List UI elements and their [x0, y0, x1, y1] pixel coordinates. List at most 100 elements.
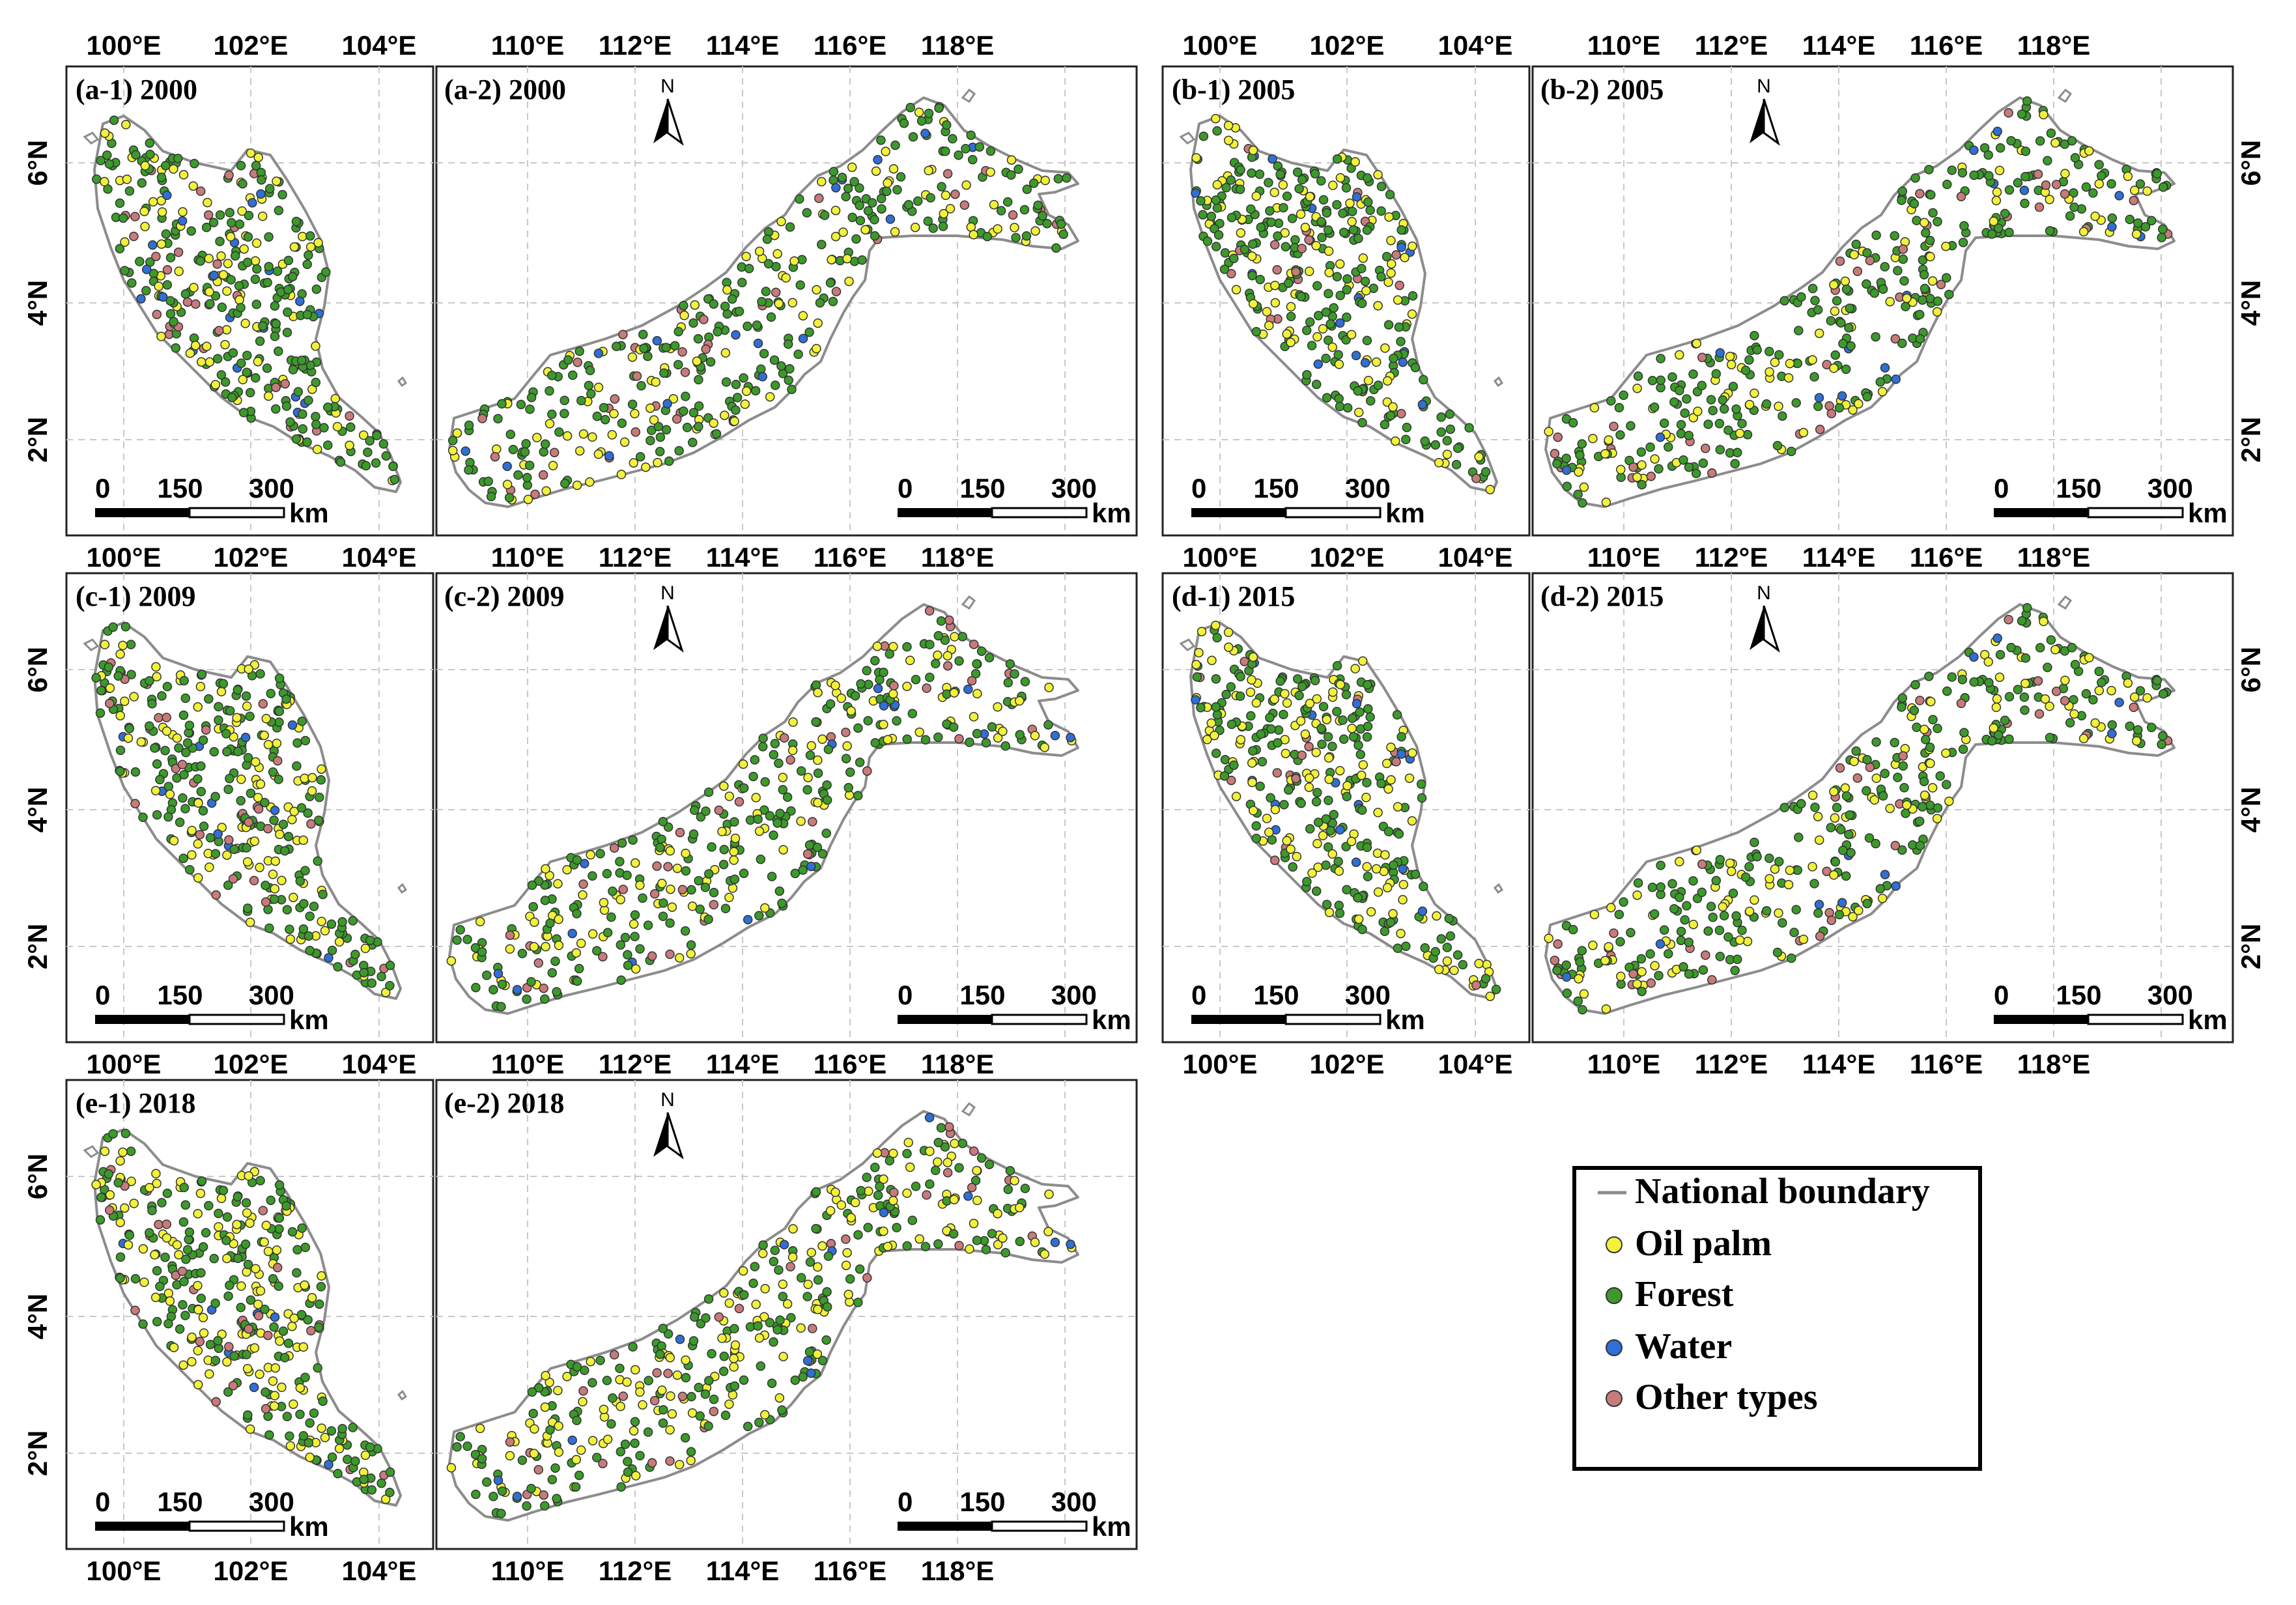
peninsular-sample-forest [178, 1300, 188, 1310]
borneo-sample-oil-palm [2078, 733, 2089, 744]
peninsular-sample-forest [1363, 721, 1373, 731]
longitude-tick-label: 116°E [814, 30, 887, 61]
peninsular-sample-other [173, 248, 184, 257]
borneo-sample-forest [1826, 823, 1836, 832]
longitude-tick-label: 114°E [706, 30, 780, 61]
borneo-sample-forest [1897, 702, 1906, 712]
peninsular-sample-forest [255, 669, 265, 679]
borneo-sample-forest [690, 805, 700, 816]
peninsular-sample-oil-palm [270, 1391, 280, 1400]
peninsular-sample-forest [274, 347, 283, 356]
borneo-sample-oil-palm [871, 166, 881, 176]
peninsular-sample-forest [1256, 222, 1266, 233]
north-arrow-label: N [1757, 582, 1771, 604]
borneo-sample-oil-palm [825, 1206, 836, 1216]
borneo-sample-oil-palm [1770, 357, 1780, 367]
peninsular-sample-forest [242, 1350, 251, 1359]
borneo-sample-forest [470, 1449, 481, 1460]
peninsular-sample-oil-palm [218, 270, 229, 280]
scale-bar-label: 0 [898, 473, 913, 504]
borneo-sample-oil-palm [653, 458, 662, 468]
borneo-sample-oil-palm [842, 741, 852, 751]
borneo-sample-forest [527, 880, 537, 890]
peninsular-sample-oil-palm [139, 206, 149, 216]
peninsular-sample-forest [1284, 785, 1294, 795]
peninsular-sample-forest [335, 457, 346, 467]
peninsular-sample-oil-palm [195, 1188, 206, 1199]
borneo-sample-oil-palm [1735, 935, 1745, 945]
borneo-sample-oil-palm [844, 276, 854, 287]
borneo-sample-other [2060, 696, 2070, 705]
island-boundary [397, 376, 408, 388]
borneo-sample-forest [2069, 202, 2079, 212]
peninsular-sample-oil-palm [360, 1450, 371, 1460]
peninsular-sample-oil-palm [1248, 145, 1258, 156]
peninsular-sample-oil-palm [1305, 698, 1315, 709]
peninsular-sample-forest [1273, 738, 1283, 748]
peninsular-sample-forest [262, 277, 272, 287]
borneo-sample-forest [769, 831, 778, 840]
borneo-sample-forest [608, 1393, 617, 1403]
longitude-tick-label: 114°E [706, 542, 780, 573]
borneo-sample-forest [1682, 901, 1692, 911]
peninsular-sample-forest [152, 759, 162, 769]
borneo-sample-forest [522, 472, 532, 483]
scale-bar-white-segment [991, 507, 1088, 518]
peninsular-sample-forest [1247, 270, 1257, 281]
borneo-sample-oil-palm [1869, 795, 1880, 805]
peninsular-sample-oil-palm [223, 259, 233, 268]
peninsular-sample-oil-palm [1386, 742, 1396, 752]
peninsular-sample-forest [1292, 167, 1303, 177]
borneo-sample-oil-palm [914, 727, 924, 737]
peninsular-sample-forest [210, 849, 221, 859]
peninsular-sample-oil-palm [202, 341, 212, 351]
borneo-sample-forest [572, 909, 582, 918]
borneo-sample-forest [1038, 211, 1047, 221]
borneo-sample-other [954, 733, 964, 744]
peninsular-sample-forest [269, 816, 279, 825]
peninsular-sample-forest [1318, 195, 1329, 205]
peninsular-sample-oil-palm [172, 733, 182, 743]
peninsular-sample-other [152, 309, 162, 320]
borneo-sample-forest [777, 1405, 787, 1415]
peninsular-sample-water [213, 829, 223, 839]
borneo-sample-forest [1947, 672, 1957, 682]
borneo-sample-oil-palm [778, 1279, 788, 1289]
borneo-sample-oil-palm [813, 1305, 823, 1314]
borneo-sample-oil-palm [830, 231, 841, 242]
peninsular-sample-oil-palm [1388, 909, 1398, 919]
peninsular-sample-oil-palm [380, 1494, 391, 1504]
borneo-sample-forest [1676, 419, 1686, 430]
peninsular-sample-oil-palm [1194, 647, 1204, 658]
borneo-sample-forest [592, 1453, 602, 1462]
borneo-sample-forest [673, 360, 683, 370]
borneo-sample-forest [707, 1349, 716, 1359]
longitude-tick-label: 102°E [214, 1555, 289, 1586]
borneo-sample-forest [730, 1324, 739, 1334]
borneo-sample-forest [817, 1356, 828, 1366]
borneo-sample-oil-palm [1579, 482, 1589, 492]
borneo-sample-forest [1897, 186, 1908, 196]
peninsular-sample-oil-palm [253, 356, 263, 367]
borneo-sample-oil-palm [776, 216, 786, 227]
borneo-sample-forest [1918, 295, 1927, 305]
borneo-sample-other [573, 358, 582, 367]
borneo-sample-oil-palm [1637, 967, 1647, 977]
borneo-sample-water [1050, 730, 1060, 741]
peninsular-sample-forest [1316, 724, 1326, 733]
borneo-sample-oil-palm [2045, 195, 2054, 205]
borneo-sample-forest [2094, 666, 2104, 677]
borneo-sample-forest [693, 334, 703, 344]
borneo-sample-oil-palm [729, 1354, 739, 1363]
borneo-sample-oil-palm [616, 470, 627, 479]
peninsular-sample-forest [179, 770, 189, 780]
borneo-sample-oil-palm [593, 382, 604, 393]
peninsular-sample-forest [274, 774, 283, 784]
borneo-sample-oil-palm [993, 224, 1002, 234]
borneo-sample-forest [765, 1318, 775, 1328]
borneo-sample-forest [908, 132, 918, 142]
borneo-sample-forest [1834, 909, 1845, 920]
peninsular-sample-other [195, 1337, 205, 1346]
